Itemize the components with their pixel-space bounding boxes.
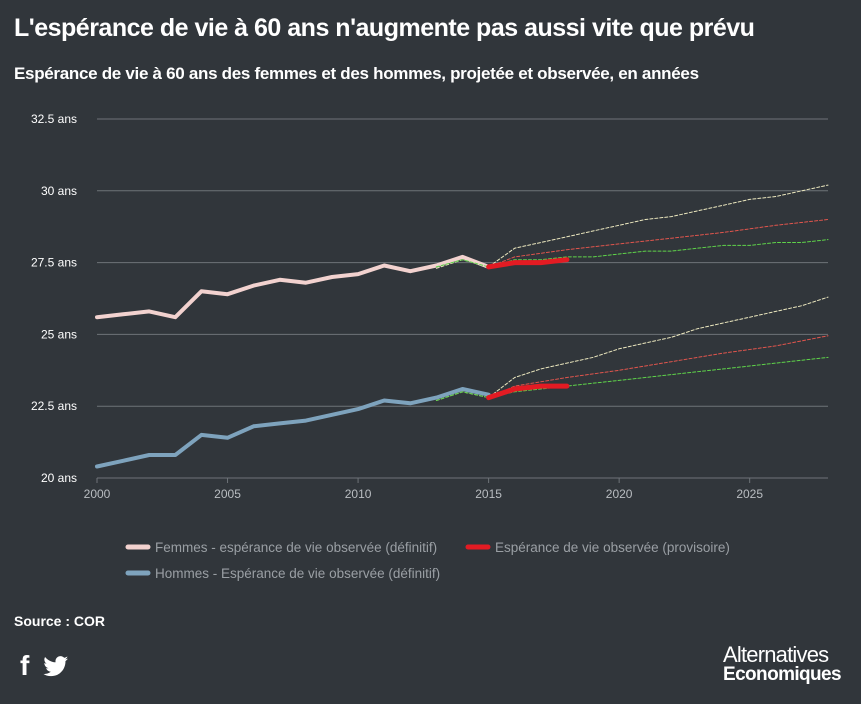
brand-logo: Alternatives Economiques xyxy=(723,642,842,685)
brand-line1: Alternatives xyxy=(723,642,829,667)
legend: Femmes - espérance de vie observée (défi… xyxy=(125,540,730,581)
x-tick-label: 2015 xyxy=(475,487,502,501)
femmes-proj-centrale-line xyxy=(488,219,829,268)
y-tick-label: 20 ans xyxy=(41,471,77,485)
x-axis: 2000 2005 2010 2015 2020 2025 xyxy=(84,478,763,501)
legend-label: Espérance de vie observée (provisoire) xyxy=(495,540,730,555)
legend-label: Femmes - espérance de vie observée (défi… xyxy=(155,540,437,555)
brand-line2: Economiques xyxy=(723,664,842,685)
y-tick-label: 27.5 ans xyxy=(31,256,77,270)
x-tick-label: 2005 xyxy=(214,487,241,501)
x-tick-label: 2000 xyxy=(84,487,111,501)
twitter-icon[interactable] xyxy=(43,655,69,677)
hommes-observed-line xyxy=(95,387,491,469)
grid-layer xyxy=(97,118,828,479)
y-tick-label: 30 ans xyxy=(41,184,77,198)
chart-subtitle: Espérance de vie à 60 ans des femmes et … xyxy=(14,64,699,83)
legend-label: Hommes - Espérance de vie observée (défi… xyxy=(155,566,440,581)
chart-title: L'espérance de vie à 60 ans n'augmente p… xyxy=(14,14,755,42)
femmes-provisoire-line xyxy=(486,257,570,270)
facebook-icon[interactable]: f xyxy=(20,650,30,681)
femmes-proj-haute-line xyxy=(435,184,829,269)
y-tick-label: 25 ans xyxy=(41,327,77,341)
femmes-observed-line xyxy=(95,254,491,320)
series-layer xyxy=(95,184,829,469)
y-tick-label: 32.5 ans xyxy=(31,112,77,126)
x-tick-label: 2020 xyxy=(606,487,633,501)
x-tick-label: 2010 xyxy=(345,487,372,501)
y-tick-label: 22.5 ans xyxy=(31,399,77,413)
hommes-provisoire-line xyxy=(486,383,570,401)
hommes-proj-centrale-line xyxy=(488,335,829,399)
y-axis: 20 ans 22.5 ans 25 ans 27.5 ans 30 ans 32.5 a… xyxy=(31,112,77,485)
hommes-proj-haute-line xyxy=(435,296,829,401)
source-note: Source : COR xyxy=(14,613,106,629)
line-chart: 20 ans 22.5 ans 25 ans 27.5 ans 30 ans 32.5 a… xyxy=(31,112,829,581)
social-links: f xyxy=(20,650,69,681)
x-tick-label: 2025 xyxy=(736,487,763,501)
